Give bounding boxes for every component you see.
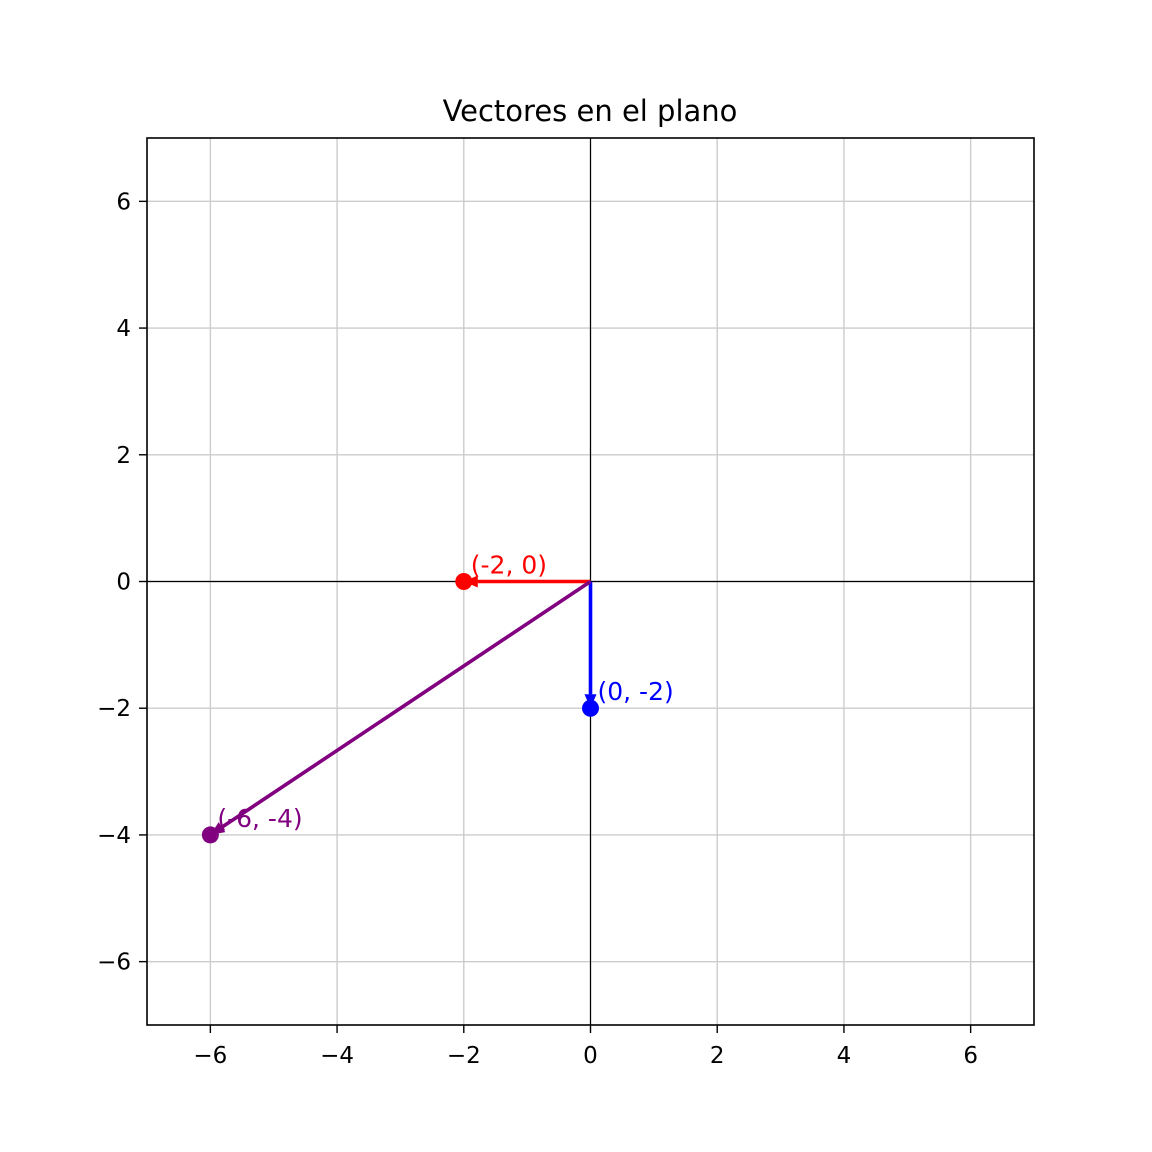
x-tick-label: 0 [583, 1043, 598, 1069]
vector-label: (-2, 0) [471, 551, 547, 580]
vector-label: (0, -2) [598, 677, 674, 706]
y-tick-label: 6 [116, 189, 131, 215]
x-tick-label: 4 [837, 1043, 852, 1069]
vector-1: (-2, 0) [455, 551, 591, 590]
vector-shaft [221, 580, 592, 829]
vector-endpoint [582, 699, 599, 717]
x-tick-label: −4 [320, 1043, 354, 1069]
y-tick-label: 0 [116, 570, 131, 596]
x-tick-label: 6 [963, 1043, 978, 1069]
vector-endpoint [455, 573, 473, 590]
vector-3: (-6, -4) [201, 580, 592, 844]
vectors: (-2, 0) (0, -2) (-6, -4) [201, 551, 674, 844]
x-tick-label: 2 [710, 1043, 725, 1069]
y-tick-label: −6 [97, 950, 131, 976]
vector-label: (-6, -4) [217, 804, 302, 833]
x-tick-label: −2 [447, 1043, 481, 1069]
y-tick-label: −2 [97, 696, 131, 722]
x-tick-label: −6 [193, 1043, 227, 1069]
vector-endpoint [201, 826, 219, 844]
ticks: −6 −4 −2 0 2 4 6 −6 −4 −2 0 2 4 6 [97, 189, 978, 1069]
y-tick-label: 4 [116, 316, 131, 342]
y-tick-label: 2 [116, 443, 131, 469]
y-tick-label: −4 [97, 823, 131, 849]
chart-title: Vectores en el plano [443, 94, 738, 128]
vector-2: (0, -2) [582, 581, 674, 717]
